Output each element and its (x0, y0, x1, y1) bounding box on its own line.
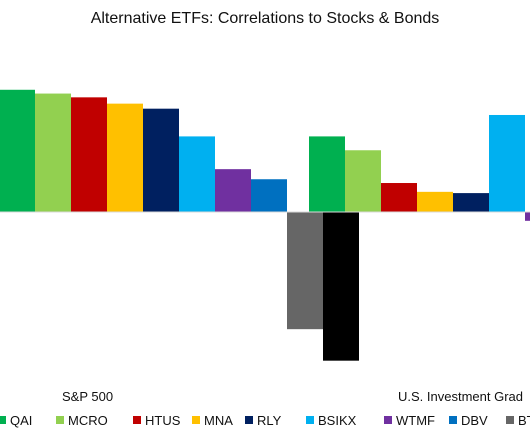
chart-title: Alternative ETFs: Correlations to Stocks… (91, 10, 440, 27)
legend-label-htus: HTUS (145, 413, 181, 428)
bar-htus-bonds (381, 183, 417, 212)
category-label-0: S&P 500 (62, 389, 113, 404)
bar-rly-sp500 (143, 108, 179, 212)
legend-swatch-dbv (449, 416, 457, 424)
bar-qai-bonds (309, 136, 345, 212)
legend-label-mna: MNA (204, 413, 233, 428)
category-label-1: U.S. Investment Grad (398, 389, 523, 404)
bar-wtmf-sp500 (215, 169, 251, 212)
legend-label-dbv: DBV (461, 413, 488, 428)
legend-swatch-htus (133, 416, 141, 424)
legend-label-qai: QAI (10, 413, 32, 428)
bar-bsikx-bonds (489, 114, 525, 212)
bar-btal-sp500 (287, 212, 323, 330)
bar-dbv-sp500 (251, 179, 287, 212)
legend-label-bsikx: BSIKX (318, 413, 357, 428)
legend-label-mcro: MCRO (68, 413, 108, 428)
bar-mna-bonds (417, 191, 453, 212)
legend-swatch-rly (245, 416, 253, 424)
bars-group (0, 89, 530, 361)
bar-qai-sp500 (0, 89, 35, 212)
legend-label-btal: BTAL (518, 413, 530, 428)
bar-mna-sp500 (107, 103, 143, 212)
bar-tail-sp500 (323, 212, 359, 361)
bar-bsikx-sp500 (179, 136, 215, 212)
bar-mcro-bonds (345, 150, 381, 212)
legend-label-wtmf: WTMF (396, 413, 435, 428)
legend-swatch-mna (192, 416, 200, 424)
legend-label-rly: RLY (257, 413, 282, 428)
category-labels: S&P 500 U.S. Investment Grad (62, 389, 523, 404)
bar-htus-sp500 (71, 97, 107, 212)
legend-swatch-mcro (56, 416, 64, 424)
bar-wtmf-bonds (525, 212, 530, 221)
legend-swatch-btal (506, 416, 514, 424)
legend-swatch-bsikx (306, 416, 314, 424)
bar-mcro-sp500 (35, 93, 71, 212)
legend: QAIMCROHTUSMNARLYBSIKXWTMFDBVBTALTAIL (0, 413, 530, 428)
legend-swatch-qai (0, 416, 6, 424)
legend-swatch-wtmf (384, 416, 392, 424)
bar-rly-bonds (453, 193, 489, 212)
